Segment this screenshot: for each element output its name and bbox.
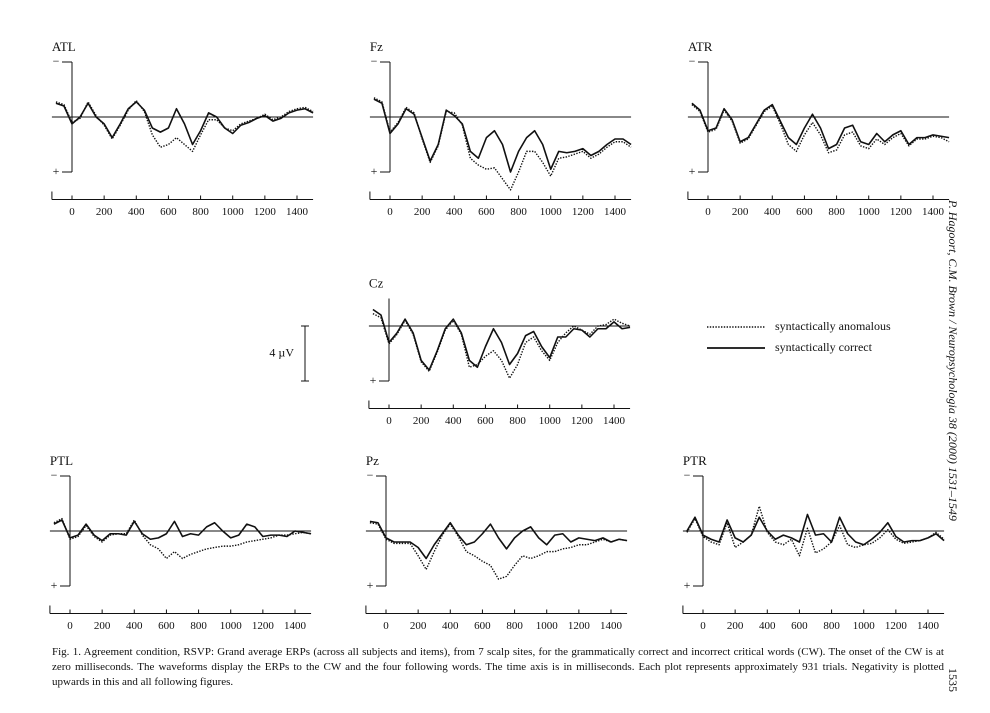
waveform [55,99,314,153]
x-tick-label: 600 [160,206,177,218]
y-tick-label: − [371,54,378,68]
x-tick-label: 400 [126,620,143,632]
x-tick-label: 0 [383,620,389,632]
x-tick-label: 1000 [536,620,559,632]
x-tick-label: 1000 [539,415,562,427]
y-tick-label: + [51,578,58,592]
panel-title: PTL [50,453,73,468]
y-tick-label: + [689,164,696,178]
scale-label: 4 µV [269,345,294,359]
x-tick-label: 600 [791,620,808,632]
legend-label: syntactically correct [775,340,873,354]
x-tick-label: 1400 [286,206,309,218]
x-tick-label: 0 [67,620,73,632]
x-tick-label: 400 [764,206,781,218]
x-tick-label: 200 [732,206,749,218]
x-tick-label: 1400 [604,206,627,218]
y-tick-label: + [371,164,378,178]
x-tick-label: 0 [705,206,711,218]
x-tick-label: 800 [192,206,209,218]
x-tick-label: 400 [442,620,459,632]
panel-title: Fz [370,39,383,54]
x-tick-label: 200 [413,415,430,427]
x-tick-label: 400 [128,206,145,218]
x-tick-label: 400 [445,415,462,427]
x-tick-label: 800 [510,206,527,218]
x-tick-label: 1200 [571,415,594,427]
y-tick-label: − [53,54,60,68]
x-tick-label: 200 [727,620,744,632]
x-tick-label: 1200 [568,620,591,632]
waveform [686,513,945,546]
page-number: 1535 [946,668,960,692]
y-tick-label: − [689,54,696,68]
x-tick-label: 1200 [885,620,908,632]
y-tick-label: + [684,578,691,592]
waveform [691,104,950,154]
running-head: P. Hagoort, C.M. Brown / Neuropsychologi… [946,200,960,521]
x-tick-label: 800 [823,620,840,632]
x-tick-label: 400 [446,206,463,218]
waveform [373,98,632,173]
y-tick-label: − [367,468,374,482]
x-tick-label: 1400 [284,620,307,632]
waveform [53,519,312,542]
panel-title: Pz [366,453,379,468]
x-tick-label: 1000 [540,206,563,218]
caption: Fig. 1. Agreement condition, RSVP: Grand… [52,646,944,688]
x-tick-label: 1200 [252,620,275,632]
x-tick-label: 1000 [222,206,245,218]
x-tick-label: 1000 [220,620,243,632]
x-tick-label: 600 [158,620,175,632]
x-tick-label: 800 [828,206,845,218]
x-tick-label: 1200 [890,206,913,218]
x-tick-label: 800 [506,620,523,632]
x-tick-label: 600 [796,206,813,218]
waveform [369,522,628,580]
x-tick-label: 0 [700,620,706,632]
x-tick-label: 1000 [858,206,881,218]
waveform [691,102,950,150]
y-tick-label: + [370,373,377,387]
x-tick-label: 1400 [603,415,626,427]
panel-title: PTR [683,453,707,468]
x-tick-label: 800 [509,415,526,427]
waveform [372,308,631,371]
waveform [373,97,632,191]
waveform [369,520,628,560]
x-tick-label: 1400 [600,620,623,632]
y-tick-label: − [51,468,58,482]
x-tick-label: 200 [414,206,431,218]
x-tick-label: 1200 [254,206,277,218]
waveform [53,517,312,560]
x-tick-label: 200 [94,620,111,632]
x-tick-label: 1200 [572,206,595,218]
x-tick-label: 200 [96,206,113,218]
x-tick-label: 400 [759,620,776,632]
x-tick-label: 600 [477,415,494,427]
panel-title: Cz [369,275,384,290]
x-tick-label: 600 [474,620,491,632]
x-tick-label: 1400 [917,620,940,632]
panel-title: ATL [52,39,76,54]
panel-title: ATR [688,39,713,54]
waveform [372,313,631,379]
x-tick-label: 800 [190,620,207,632]
x-tick-label: 0 [386,415,392,427]
x-tick-label: 0 [387,206,393,218]
x-tick-label: 1400 [922,206,945,218]
x-tick-label: 600 [478,206,495,218]
y-tick-label: + [53,164,60,178]
waveform [55,101,314,146]
y-tick-label: − [684,468,691,482]
legend-label: syntactically anomalous [775,319,891,333]
y-tick-label: + [367,578,374,592]
x-tick-label: 0 [69,206,75,218]
x-tick-label: 1000 [853,620,876,632]
x-tick-label: 200 [410,620,427,632]
